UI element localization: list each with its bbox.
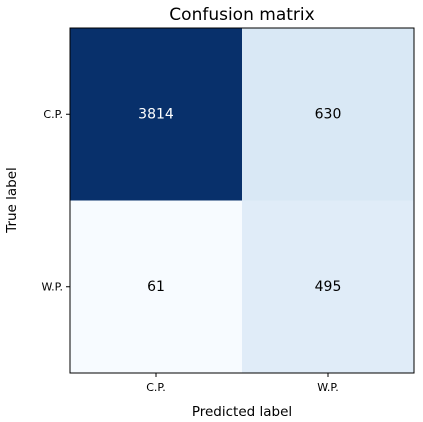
cell-value-label: 3814 (138, 106, 174, 122)
y-axis-ticks: C.P. W.P. (41, 108, 70, 293)
heatmap-cell (70, 200, 242, 373)
cell-value-label: 630 (315, 106, 342, 122)
heatmap-cell (242, 28, 414, 201)
heatmap-cell (242, 200, 414, 373)
y-tick-label: W.P. (41, 280, 63, 293)
cell-value-labels: 3814 630 61 495 (138, 106, 341, 295)
x-axis-label: Predicted label (192, 404, 292, 420)
cell-value-label: 495 (315, 279, 342, 295)
chart-title: Confusion matrix (169, 5, 314, 25)
heatmap-cells (70, 28, 414, 373)
x-tick-label: W.P. (317, 381, 339, 394)
plot-frame (69, 27, 415, 374)
x-axis-ticks: C.P. W.P. (146, 373, 339, 394)
heatmap-cell (70, 28, 242, 201)
y-tick-label: C.P. (43, 108, 63, 121)
x-tick-label: C.P. (146, 381, 166, 394)
cell-value-label: 61 (147, 279, 165, 295)
y-axis-label: True label (4, 167, 20, 234)
